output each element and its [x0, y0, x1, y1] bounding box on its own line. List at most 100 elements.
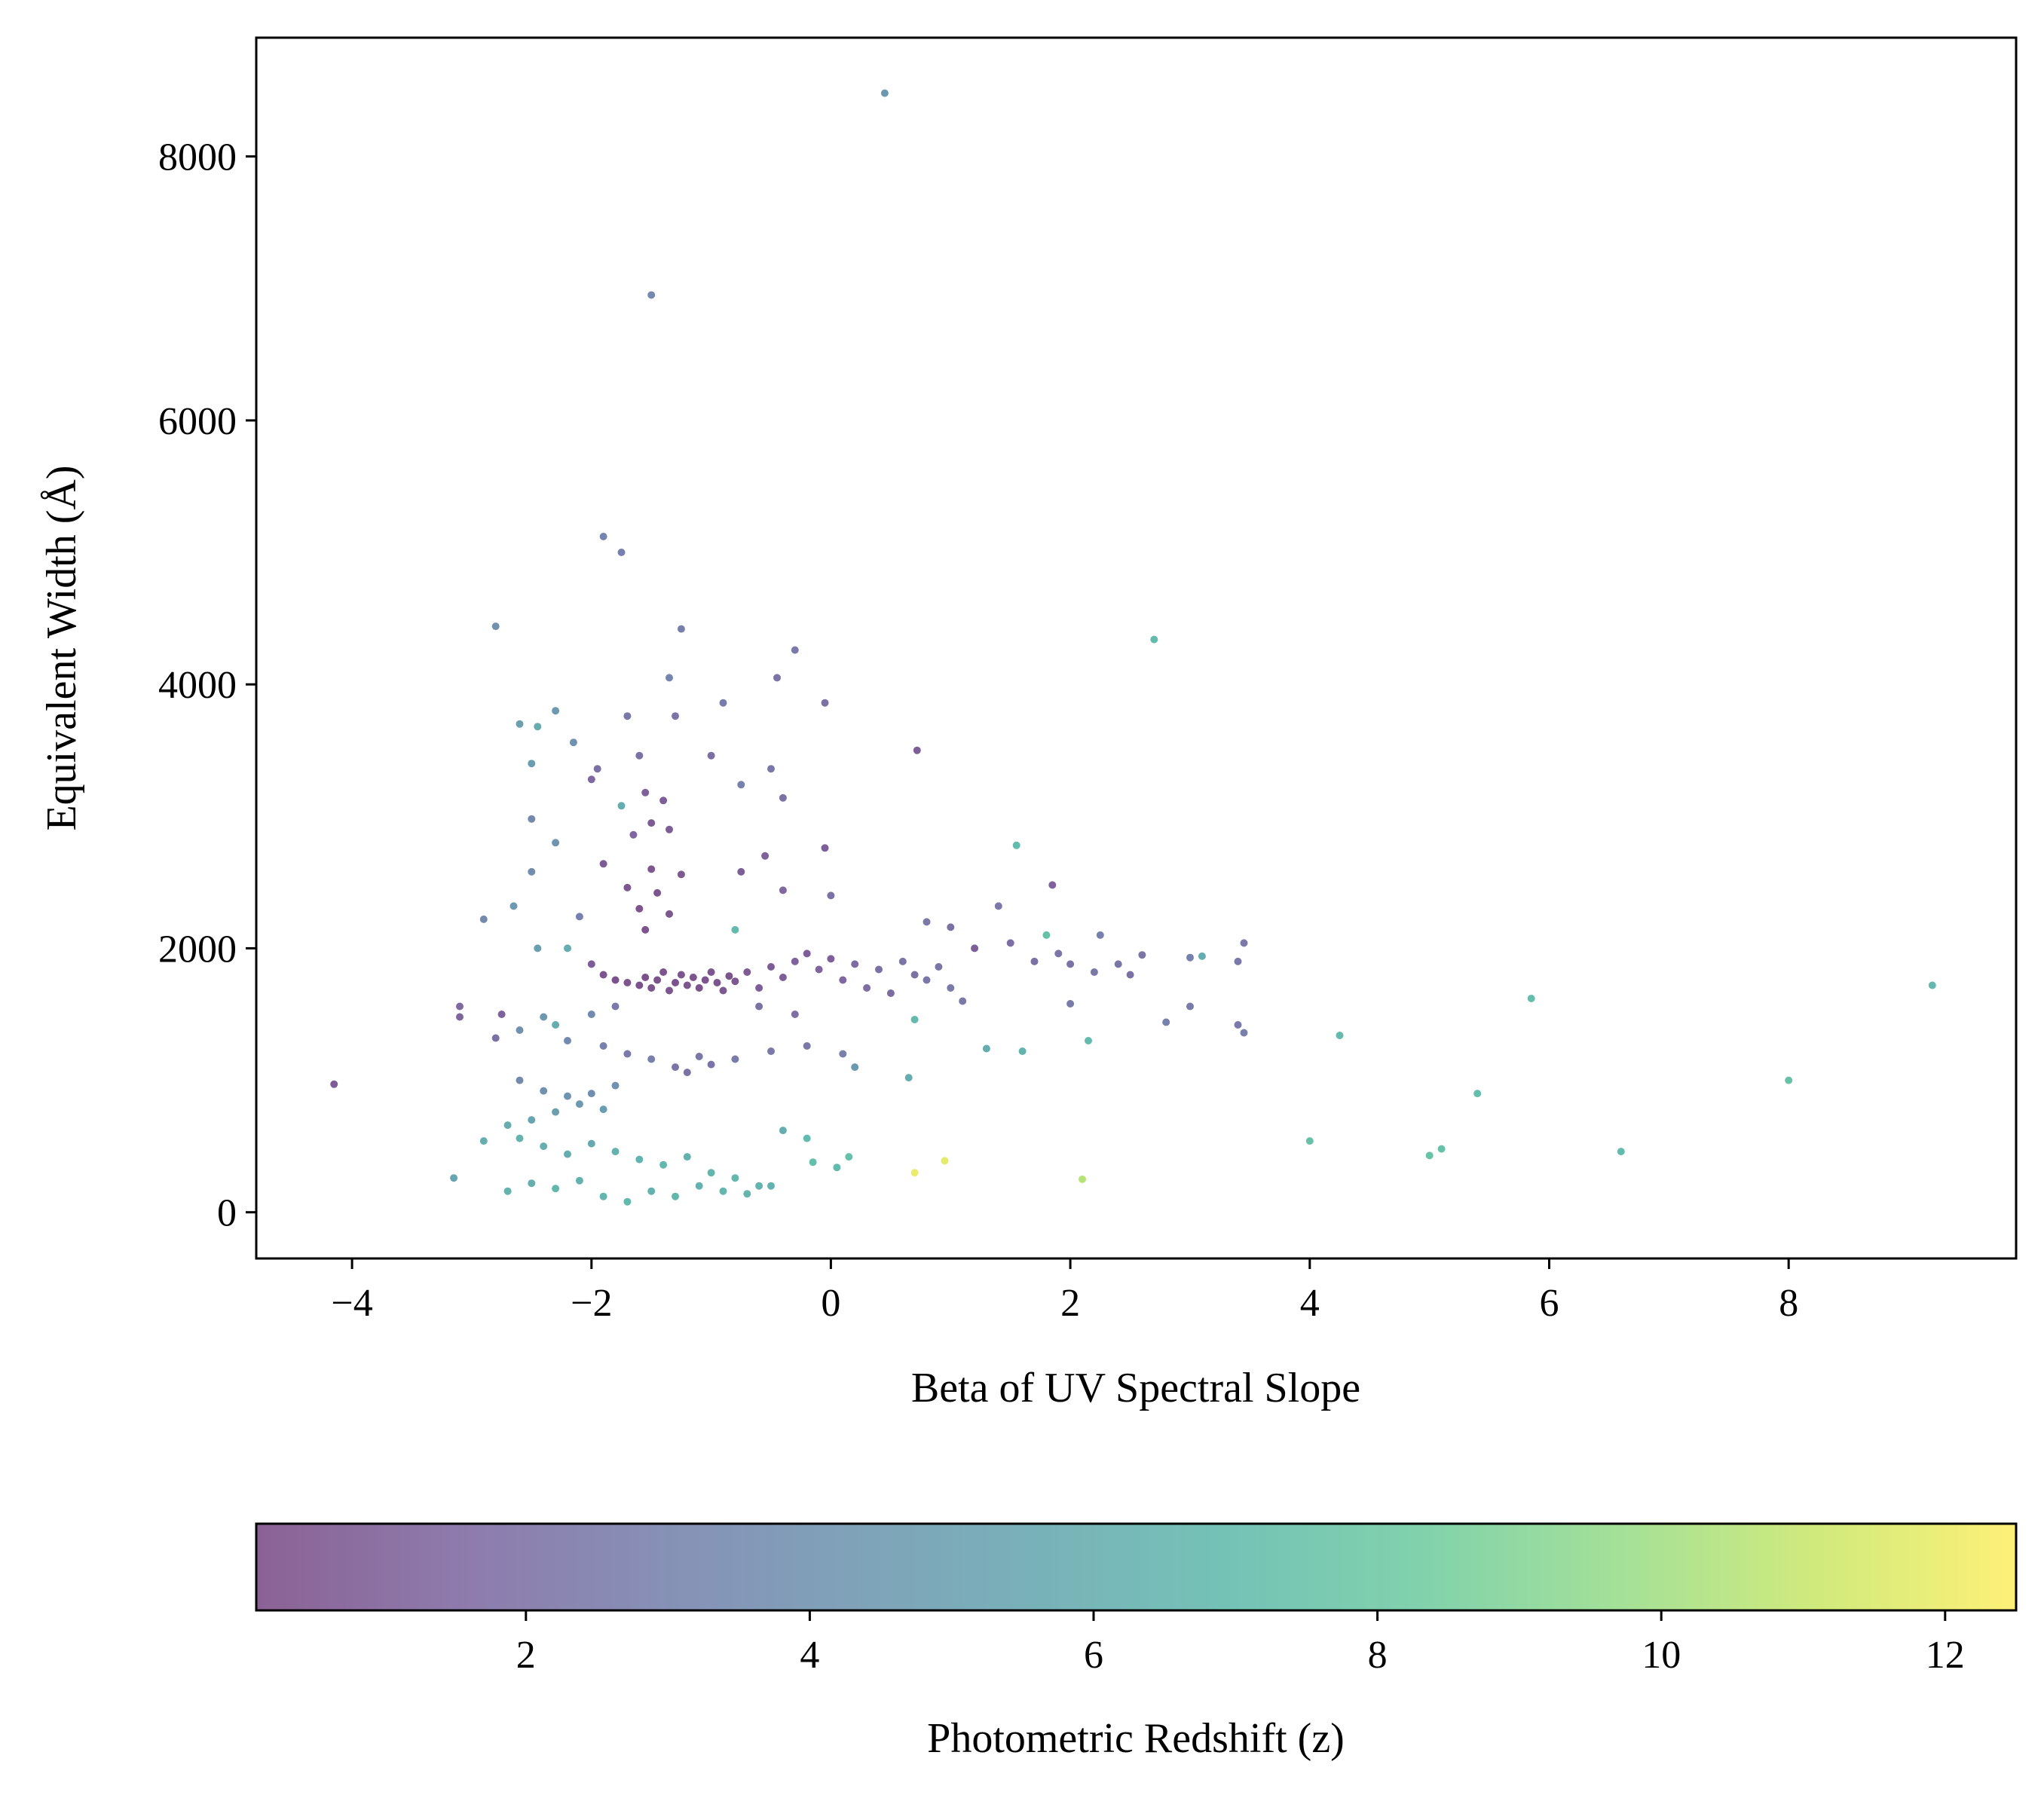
- y-axis-label: Equivalent Width (Å): [38, 465, 85, 830]
- data-point: [779, 1127, 787, 1135]
- data-point: [779, 974, 787, 981]
- data-point: [913, 746, 921, 754]
- data-point: [707, 1060, 715, 1069]
- plot-area-frame: [255, 36, 2018, 1260]
- data-point: [839, 976, 847, 984]
- data-point: [773, 674, 781, 682]
- data-point: [509, 902, 518, 910]
- data-point: [1437, 1145, 1446, 1153]
- data-point: [779, 794, 787, 802]
- colorbar-label: Photometric Redshift (z): [927, 1715, 1345, 1762]
- data-point: [737, 781, 745, 789]
- colorbar-tick-label: 10: [1642, 1634, 1681, 1677]
- data-point: [575, 913, 583, 921]
- data-point: [886, 989, 895, 997]
- data-point: [1012, 841, 1020, 849]
- data-point: [479, 1137, 488, 1145]
- data-point: [755, 1182, 763, 1190]
- data-point: [647, 984, 656, 992]
- data-point: [1425, 1151, 1434, 1160]
- data-point: [755, 1002, 763, 1011]
- y-tick-label: 6000: [158, 400, 237, 443]
- data-point: [1138, 951, 1146, 959]
- data-point: [779, 886, 787, 894]
- data-point: [827, 955, 835, 963]
- data-point: [552, 1021, 560, 1029]
- data-point: [528, 1116, 536, 1124]
- data-point: [1085, 1037, 1092, 1044]
- data-point: [516, 1076, 524, 1084]
- data-point: [503, 1187, 512, 1195]
- data-point: [587, 775, 595, 784]
- data-point: [635, 1155, 644, 1164]
- data-point: [564, 1150, 571, 1158]
- data-point: [623, 1197, 632, 1206]
- data-point: [947, 923, 955, 931]
- data-point: [552, 1108, 560, 1116]
- colorbar-tick-label: 6: [1084, 1634, 1103, 1677]
- colorbar-frame: [255, 1522, 2018, 1612]
- data-point: [695, 984, 703, 992]
- data-point: [1054, 949, 1063, 958]
- x-tick-label: 6: [1540, 1282, 1559, 1325]
- data-point: [719, 699, 727, 707]
- data-point: [564, 944, 571, 953]
- data-point: [641, 974, 650, 981]
- data-point: [1150, 635, 1158, 644]
- data-point: [767, 1182, 775, 1190]
- data-point: [725, 972, 733, 980]
- data-point: [683, 1069, 691, 1077]
- data-point: [839, 1050, 847, 1058]
- data-point: [659, 968, 668, 976]
- data-point: [701, 976, 709, 984]
- x-tick-label: −4: [331, 1282, 372, 1325]
- data-point: [815, 965, 823, 974]
- data-point: [851, 960, 859, 968]
- data-point: [947, 984, 955, 992]
- data-point: [935, 963, 943, 971]
- data-point: [880, 89, 889, 97]
- colorbar-fill: [256, 1524, 2016, 1610]
- data-point: [1018, 1047, 1027, 1055]
- data-point: [1617, 1148, 1625, 1156]
- data-point: [1240, 939, 1248, 947]
- data-point: [552, 1185, 560, 1193]
- data-point: [731, 1174, 739, 1182]
- data-point: [707, 751, 715, 760]
- data-point: [910, 971, 919, 979]
- x-tick-label: −2: [571, 1282, 612, 1325]
- y-tick-label: 4000: [158, 664, 237, 707]
- data-point: [1114, 960, 1122, 968]
- data-point: [1096, 931, 1104, 939]
- data-point: [767, 765, 775, 773]
- data-point: [1234, 1021, 1242, 1029]
- data-point: [731, 925, 739, 934]
- data-point: [761, 852, 770, 860]
- data-point: [575, 1100, 583, 1108]
- data-point: [611, 1148, 620, 1156]
- data-point: [803, 1042, 811, 1050]
- x-tick-label: 0: [821, 1282, 840, 1325]
- data-point: [635, 751, 644, 760]
- data-point: [719, 986, 727, 995]
- data-point: [1090, 968, 1098, 976]
- x-axis-ticks: −4 −2 0 2 4 6 8: [331, 1258, 1798, 1325]
- data-point: [1240, 1029, 1248, 1037]
- data-point: [599, 1192, 607, 1200]
- data-point: [528, 867, 536, 876]
- data-point: [540, 1013, 548, 1021]
- data-point: [635, 981, 644, 989]
- colorbar-tick-label: 2: [516, 1634, 536, 1677]
- data-point: [641, 788, 650, 797]
- data-point: [1162, 1018, 1170, 1026]
- data-point: [593, 765, 601, 773]
- data-point: [1186, 953, 1194, 962]
- data-point: [611, 976, 620, 984]
- data-point: [683, 981, 691, 989]
- data-point: [623, 979, 632, 986]
- colorbar-tick-label: 8: [1368, 1634, 1388, 1677]
- data-point: [1042, 931, 1051, 939]
- data-point: [1305, 1137, 1314, 1145]
- data-point: [875, 965, 883, 974]
